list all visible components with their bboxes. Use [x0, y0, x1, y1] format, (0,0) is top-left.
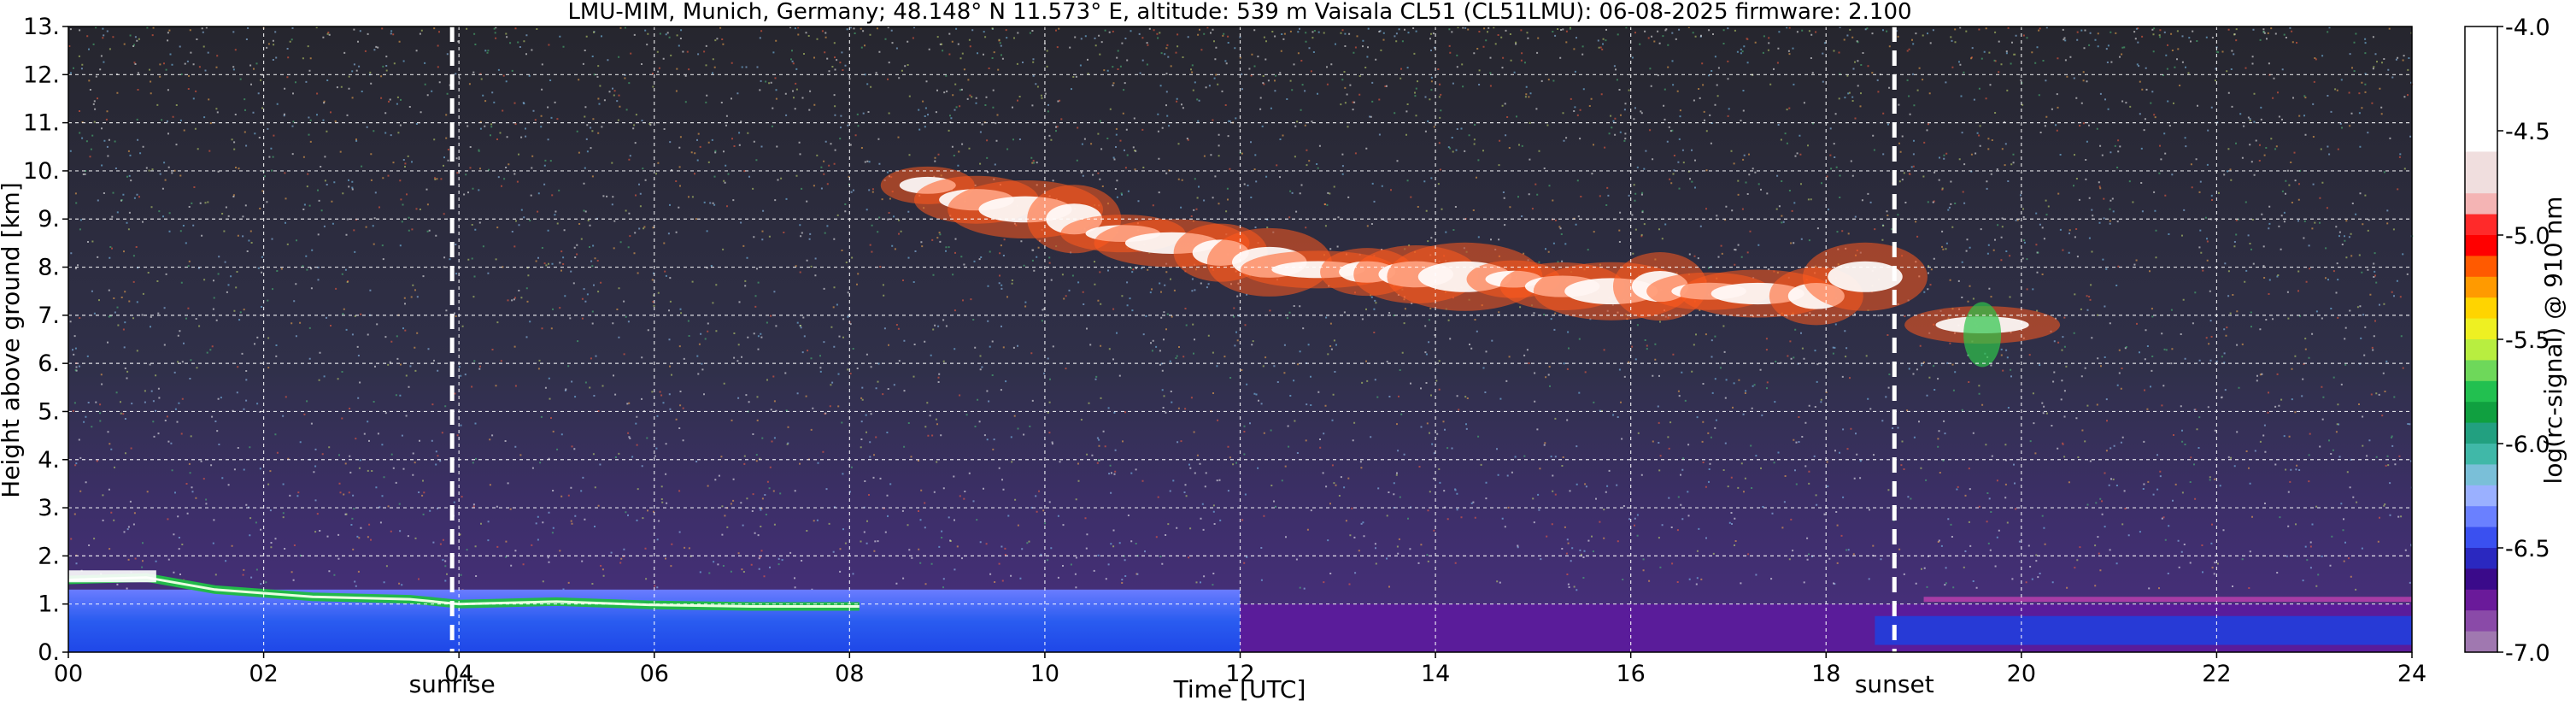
- colorbar-segment: [2465, 589, 2497, 611]
- y-tick-label: 3.: [38, 495, 60, 521]
- colorbar-tick-label: -5.5: [2505, 327, 2550, 354]
- colorbar-segment: [2465, 297, 2497, 320]
- colorbar-label: log(rc-signal) @ 910 nm: [2539, 197, 2567, 485]
- x-tick-label: 08: [835, 661, 864, 687]
- y-tick-label: 9.: [38, 206, 60, 232]
- x-tick-label: 06: [640, 661, 669, 687]
- colorbar-segment: [2465, 402, 2497, 424]
- colorbar-tick-label: -6.5: [2505, 536, 2550, 562]
- colorbar-segment: [2465, 506, 2497, 528]
- y-tick-label: 6.: [38, 350, 60, 377]
- y-tick-label: 13.: [23, 14, 60, 40]
- y-tick-label: 0.: [38, 639, 60, 666]
- colorbar-tick-label: -7.0: [2505, 640, 2550, 667]
- colorbar-segment: [2465, 193, 2497, 215]
- y-tick-label: 8.: [38, 255, 60, 281]
- surface-layer-night: [1875, 615, 2412, 645]
- residual-layer: [1923, 597, 2412, 603]
- colorbar-segment: [2465, 256, 2497, 278]
- y-tick-label: 2.: [38, 543, 60, 569]
- x-tick-label: 14: [1421, 661, 1450, 687]
- y-tick-label: 10.: [23, 158, 60, 185]
- colorbar-segment: [2465, 360, 2497, 382]
- colorbar-segment: [2465, 131, 2497, 152]
- colorbar-segment: [2465, 276, 2497, 298]
- x-tick-label: 16: [1616, 661, 1645, 687]
- colorbar-segment: [2465, 610, 2497, 632]
- x-axis: sunrise sunset 00 02 04 06 08 10 12 14 16 18 20 22 24: [54, 652, 2426, 698]
- colorbar-tick-label: -4.5: [2505, 119, 2550, 145]
- x-tick-label: 00: [54, 661, 83, 687]
- y-tick-label: 5.: [38, 398, 60, 425]
- x-tick-label: 12: [1225, 661, 1254, 687]
- x-tick-label: 24: [2397, 661, 2426, 687]
- colorbar-segment: [2465, 444, 2497, 465]
- colorbar-segment: [2465, 26, 2497, 132]
- low-cloud-top: [68, 570, 156, 583]
- colorbar-segment: [2465, 548, 2497, 569]
- plot-area: [67, 26, 2414, 653]
- chart-title: LMU-MIM, Munich, Germany; 48.148° N 11.5…: [567, 0, 1911, 25]
- y-tick-label: 7.: [38, 303, 60, 329]
- boundary-layer-day: [68, 589, 1241, 652]
- colorbar-segment: [2465, 527, 2497, 549]
- y-axis: 0. 1. 2. 3. 4. 5. 6. 7. 8. 9. 10. 11. 12. 13.: [23, 14, 68, 666]
- grid-lines: [68, 26, 2412, 652]
- colorbar-segment: [2465, 380, 2497, 403]
- cirrus-fallstreak: [1963, 302, 2002, 368]
- colorbar-tick-label: -6.0: [2505, 432, 2550, 458]
- colorbar-segment: [2465, 151, 2497, 194]
- sun-markers: [449, 26, 1897, 652]
- x-tick-label: 18: [1811, 661, 1840, 687]
- y-tick-label: 4.: [38, 447, 60, 474]
- sunrise-label: sunrise: [409, 670, 496, 698]
- colorbar-segment: [2465, 485, 2497, 507]
- x-tick-label: 02: [249, 661, 278, 687]
- x-tick-label: 22: [2202, 661, 2231, 687]
- low-cloud-core: [67, 576, 860, 608]
- colorbar-segment: [2465, 318, 2497, 340]
- colorbar-segment: [2465, 568, 2497, 591]
- x-tick-label: 20: [2007, 661, 2036, 687]
- x-tick-label: 10: [1030, 661, 1059, 687]
- y-tick-label: 11.: [23, 110, 60, 137]
- colorbar-segment: [2465, 235, 2497, 256]
- cirrus-core: [1828, 261, 1903, 292]
- colorbar-segment: [2465, 631, 2497, 653]
- y-tick-label: 12.: [23, 62, 60, 88]
- colorbar-segment: [2465, 339, 2497, 361]
- colorbar-segment: [2465, 214, 2497, 236]
- y-axis-label: Height above ground [km]: [0, 182, 25, 498]
- colorbar-tick-label: -4.0: [2505, 15, 2550, 41]
- signal-features: [67, 166, 2412, 652]
- plot-background: [68, 26, 2412, 652]
- y-tick-label: 1.: [38, 591, 60, 618]
- colorbar-segment: [2465, 422, 2497, 444]
- x-tick-label: 04: [444, 661, 473, 687]
- sunset-label: sunset: [1855, 670, 1934, 698]
- colorbar-segment: [2465, 464, 2497, 486]
- colorbar-tick-label: -5.0: [2505, 223, 2550, 250]
- x-axis-label: Time [UTC]: [1173, 675, 1306, 703]
- colorbar: -4.0 -4.5 -5.0 -5.5 -6.0 -6.5 -7.0: [2464, 15, 2550, 667]
